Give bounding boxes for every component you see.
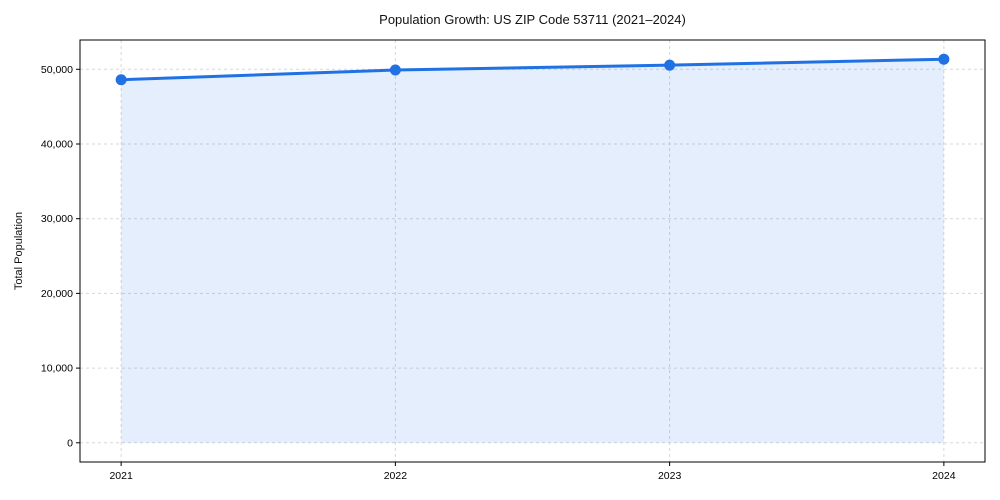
data-point-marker [389, 64, 401, 76]
y-tick-label: 10,000 [41, 363, 73, 375]
x-tick-label: 2022 [384, 470, 408, 482]
data-point-marker [115, 74, 127, 86]
x-tick-label: 2021 [109, 470, 133, 482]
y-tick-label: 40,000 [41, 138, 73, 150]
axes-spines [79, 39, 986, 463]
y-tick-label: 30,000 [41, 213, 73, 225]
y-tick-label: 0 [67, 437, 73, 449]
y-axis-label: Total Population [13, 211, 25, 291]
x-tick-label: 2023 [658, 470, 682, 482]
data-point-marker [938, 53, 950, 65]
x-tick-label: 2024 [932, 470, 956, 482]
y-tick-label: 50,000 [41, 64, 73, 76]
area-fill [121, 59, 944, 443]
chart-title: Population Growth: US ZIP Code 53711 (20… [379, 12, 686, 27]
series-line [119, 57, 946, 82]
y-tick-label: 20,000 [41, 288, 73, 300]
data-point-marker [664, 59, 676, 71]
